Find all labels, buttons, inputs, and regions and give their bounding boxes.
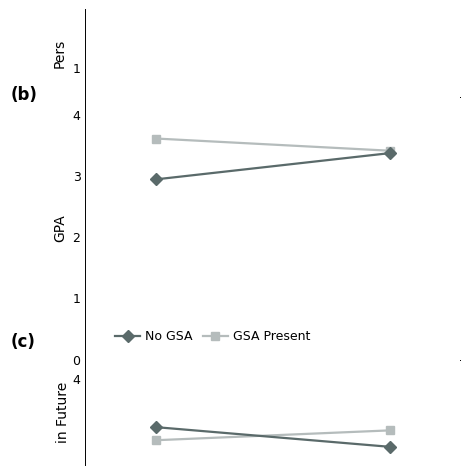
Legend: No GSA, GSA Present: No GSA, GSA Present	[110, 325, 315, 348]
Text: (b): (b)	[10, 86, 37, 104]
Y-axis label: Pers: Pers	[53, 38, 67, 68]
Y-axis label: in Future: in Future	[56, 382, 70, 443]
Text: (c): (c)	[10, 333, 35, 351]
Y-axis label: GPA: GPA	[53, 214, 67, 242]
